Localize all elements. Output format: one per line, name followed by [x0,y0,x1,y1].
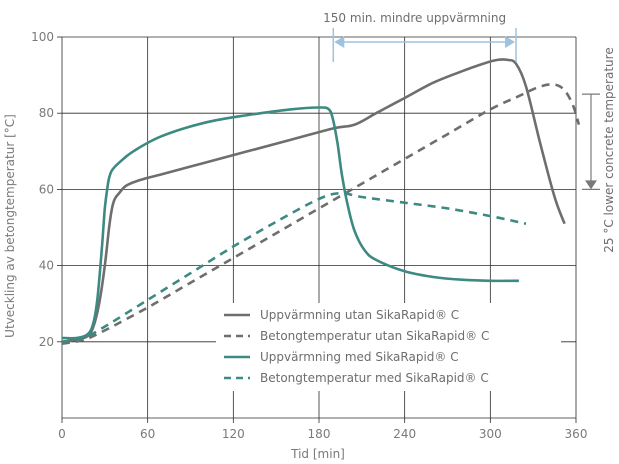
span-arrow-left [334,36,345,48]
legend-label-4: Betongtemperatur med SikaRapid® C [260,371,489,385]
y-tick-label: 100 [31,30,54,44]
delta-arrow [585,180,597,190]
legend-label-2: Betongtemperatur utan SikaRapid® C [260,329,489,343]
y-tick-label: 60 [39,182,54,196]
x-tick-label: 180 [308,427,331,441]
series-line-2 [61,83,581,345]
x-tick-label: 360 [565,427,588,441]
legend-label-1: Uppvärmning utan SikaRapid® C [260,308,459,322]
series-layer [61,58,581,345]
legend: Uppvärmning utan SikaRapid® C Betongtempe… [216,303,561,391]
y-tick-label: 40 [39,259,54,273]
y-axis-label: Utveckling av betongtemperatur [°C] [3,114,17,338]
delta-label: 25 °C lower concrete temperature [602,47,616,252]
span-arrow-right [505,36,516,48]
x-tick-label: 300 [479,427,502,441]
x-tick-label: 240 [393,427,416,441]
x-tick-label: 120 [222,427,245,441]
series-line-4 [61,191,527,344]
axes: 0 60 120 180 240 300 360 20 40 60 80 100 [31,30,587,441]
series-line-1 [61,58,566,344]
y-tick-label: 20 [39,335,54,349]
x-axis-label: Tid [min] [290,447,345,461]
annotation-layer: 150 min. mindre uppvärmning 25 °C lower c… [323,11,616,253]
legend-label-3: Uppvärmning med SikaRapid® C [260,350,459,364]
x-tick-label: 0 [58,427,66,441]
span-label: 150 min. mindre uppvärmning [323,11,506,25]
series-line-3 [61,106,519,340]
y-tick-label: 80 [39,106,54,120]
x-tick-label: 60 [140,427,155,441]
legend-background [216,303,561,391]
